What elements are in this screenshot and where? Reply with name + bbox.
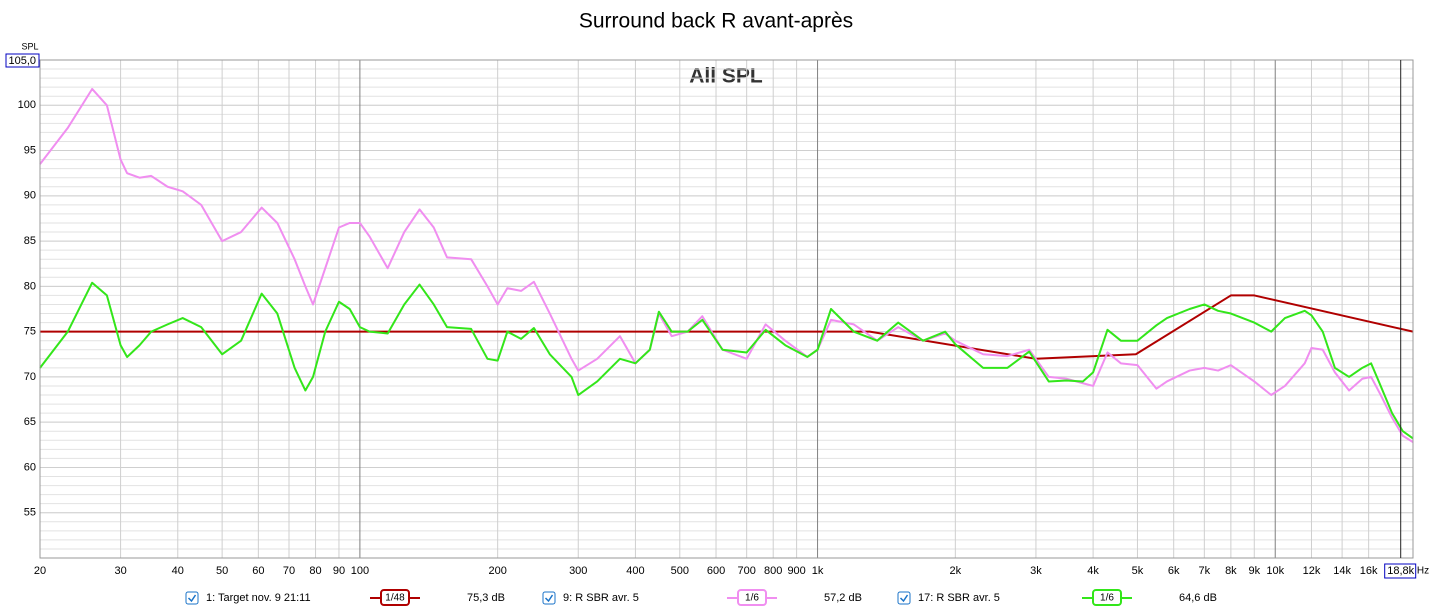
legend-checkbox[interactable] <box>897 591 911 605</box>
x-tick-label: 9k <box>1248 565 1260 577</box>
legend-check <box>899 594 909 603</box>
x-axis-label: Hz <box>1417 566 1429 577</box>
x-tick-label: 7k <box>1199 565 1211 577</box>
y-tick-label: 60 <box>24 461 36 473</box>
x-tick-label: 40 <box>172 565 184 577</box>
x-tick-label: 300 <box>569 565 587 577</box>
axes: 55 60 65 70 75 80 85 90 95 100 105,0 20 30 40 50 60 70 80… <box>5 53 1417 579</box>
x-tick-label: 2k <box>950 565 962 577</box>
y-tick-label: 75 <box>24 326 36 338</box>
legend-level: 57,2 dB <box>824 592 862 604</box>
legend-label: 17: R SBR avr. 5 <box>918 592 1000 604</box>
chart-title: Surround back R avant-après <box>579 10 853 33</box>
x-tick-label: 500 <box>671 565 689 577</box>
legend-smoothing: 1/6 <box>1100 593 1114 604</box>
x-tick-label: 50 <box>216 565 228 577</box>
x-tick-label: 200 <box>488 565 506 577</box>
grid <box>39 59 1413 559</box>
x-tick-label: 1k <box>812 565 824 577</box>
annotation: All SPL <box>689 65 763 88</box>
y-tick-label: 90 <box>24 190 36 202</box>
x-tick-label: 3k <box>1030 565 1042 577</box>
x-tick-label: 100 <box>351 565 369 577</box>
series-line <box>39 87 1414 443</box>
legend-check <box>187 594 197 603</box>
x-tick-label: 600 <box>707 565 725 577</box>
cursor-label: 18,8k <box>1387 565 1414 577</box>
x-tick-label: 14k <box>1333 565 1351 577</box>
x-tick-label: 12k <box>1303 565 1321 577</box>
x-tick-label: 5k <box>1132 565 1144 577</box>
x-tick-label: 70 <box>283 565 295 577</box>
x-tick-label: 10k <box>1266 565 1284 577</box>
legend-label: 9: R SBR avr. 5 <box>563 592 639 604</box>
x-tick-label: 8k <box>1225 565 1237 577</box>
x-tick-label: 90 <box>333 565 345 577</box>
x-tick-label: 4k <box>1087 565 1099 577</box>
x-tick-label: 900 <box>787 565 805 577</box>
legend-smoothing-box[interactable] <box>737 589 767 606</box>
legend-smoothing: 1/6 <box>745 593 759 604</box>
y-tick-label: 100 <box>18 99 36 111</box>
series-line <box>40 294 1414 360</box>
legend-checkbox[interactable] <box>185 591 199 605</box>
legend-checkbox[interactable] <box>542 591 556 605</box>
x-tick-label: 6k <box>1168 565 1180 577</box>
legend-check <box>544 594 554 603</box>
legend-level: 64,6 dB <box>1179 592 1217 604</box>
y-axis-label: SPL <box>21 41 38 51</box>
x-tick-label: 60 <box>252 565 264 577</box>
legend-smoothing-box[interactable] <box>380 589 410 606</box>
x-tick-label: 800 <box>764 565 782 577</box>
y-tick-label: 105,0 <box>8 55 36 67</box>
y-tick-label: 80 <box>24 280 36 292</box>
y-max-box <box>5 53 40 68</box>
y-tick-label: 85 <box>24 235 36 247</box>
y-tick-label: 95 <box>24 144 36 156</box>
x-tick-label: 700 <box>737 565 755 577</box>
x-tick-label: 80 <box>309 565 321 577</box>
x-tick-label: 30 <box>114 565 126 577</box>
legend: 1: Target nov. 9 21:11 1/48 75,3 dB 9: R SB… <box>185 589 1217 606</box>
plot-frame <box>39 59 1414 559</box>
legend-smoothing: 1/48 <box>385 593 405 604</box>
plot <box>39 87 1414 443</box>
x-tick-label: 16k <box>1360 565 1378 577</box>
y-tick-label: 65 <box>24 416 36 428</box>
x-tick-label: 20 <box>34 565 46 577</box>
y-tick-label: 55 <box>24 507 36 519</box>
series-line <box>39 281 1414 440</box>
x-tick-label: 400 <box>626 565 644 577</box>
legend-smoothing-box[interactable] <box>1092 589 1122 606</box>
cursor-box <box>1384 563 1417 579</box>
y-tick-label: 70 <box>24 371 36 383</box>
legend-label: 1: Target nov. 9 21:11 <box>206 592 311 604</box>
legend-level: 75,3 dB <box>467 592 505 604</box>
